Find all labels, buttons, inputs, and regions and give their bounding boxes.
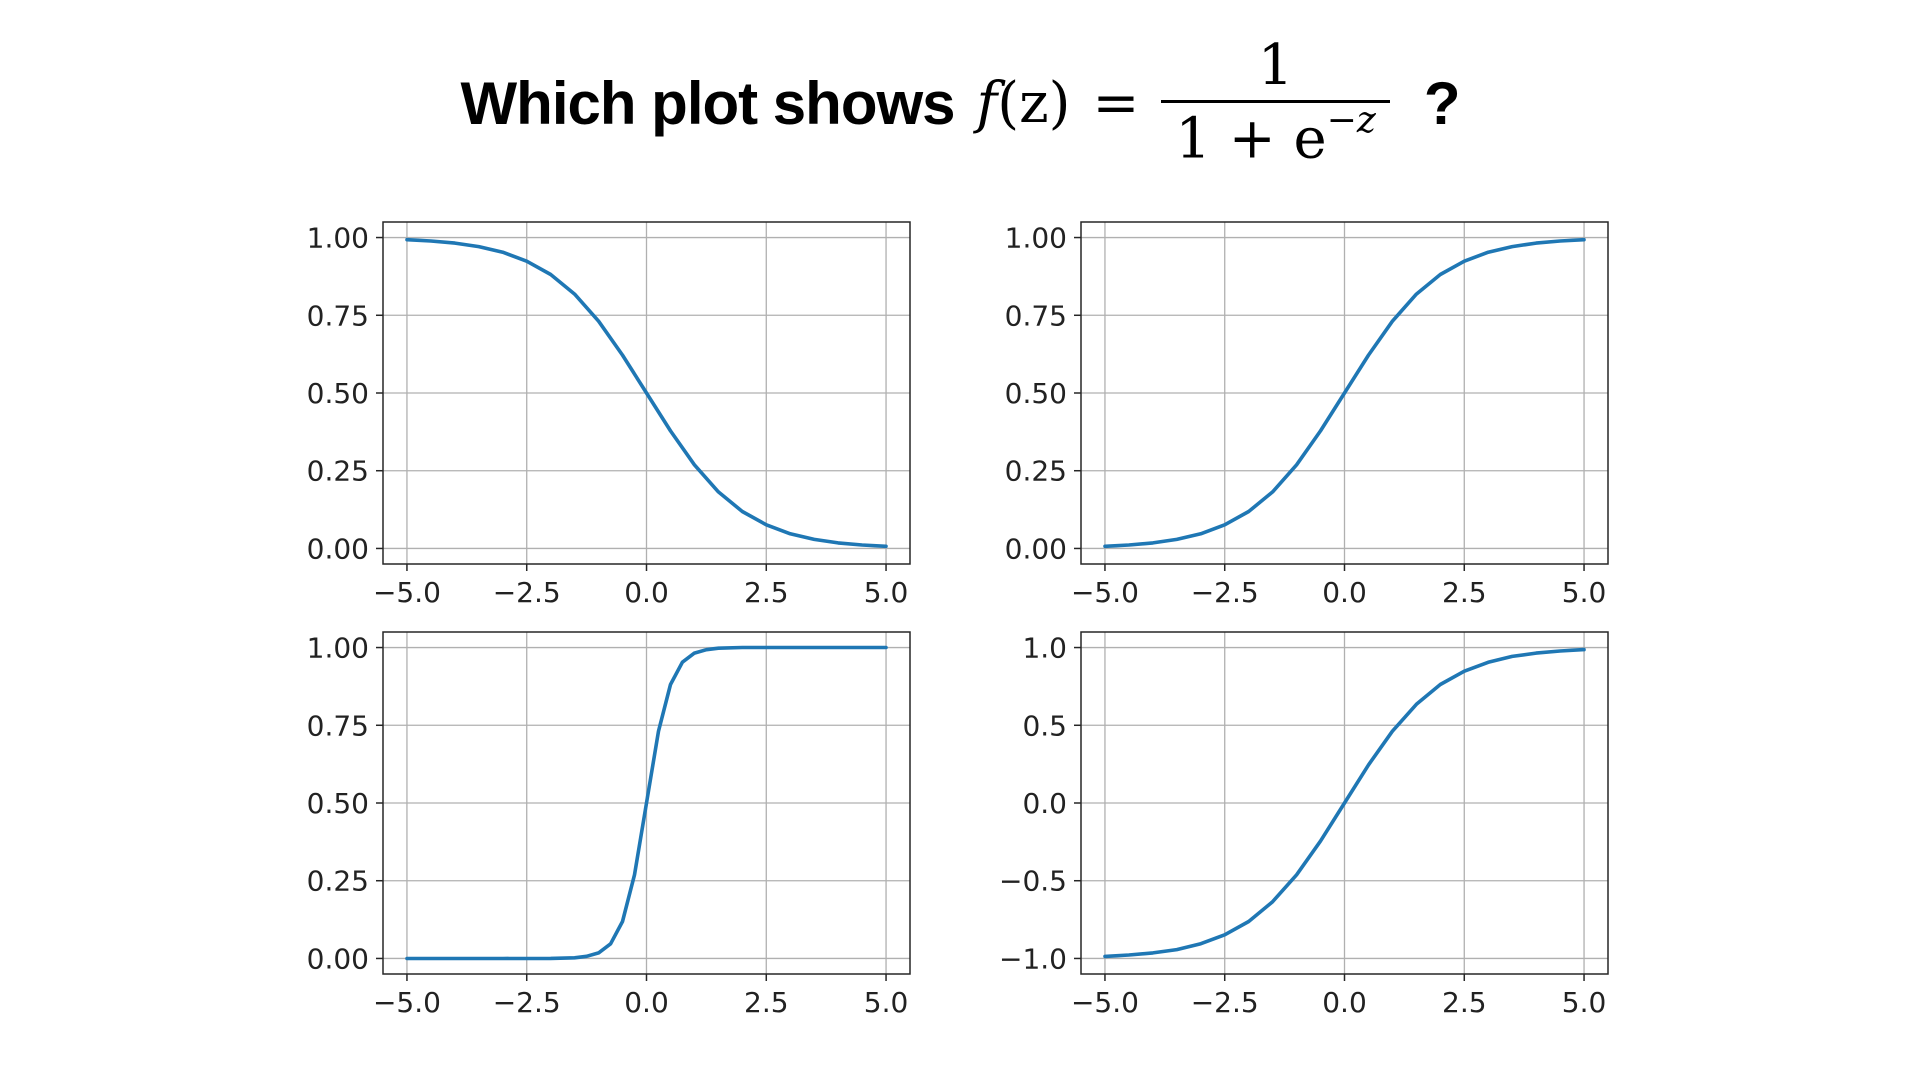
x-tick-label: −5.0 [373, 986, 441, 1019]
x-tick-label: 2.5 [1442, 576, 1487, 609]
x-tick-label: 5.0 [1562, 986, 1607, 1019]
y-tick-label: 0.25 [307, 865, 369, 898]
y-tick-label: 1.00 [1005, 222, 1067, 255]
x-tick-label: 0.0 [1322, 576, 1367, 609]
x-tick-label: −2.5 [1191, 576, 1259, 609]
sigmoid-formula: f (z) = 1 1 + e−z [977, 38, 1390, 168]
y-tick-label: 0.25 [1005, 455, 1067, 488]
formula-f: f [976, 70, 998, 136]
y-tick-label: 0.5 [1022, 709, 1067, 742]
x-tick-label: −5.0 [1071, 576, 1139, 609]
formula-den-exponent: −z [1326, 100, 1376, 142]
y-tick-label: 0.00 [307, 942, 369, 975]
y-tick-label: 0.25 [307, 455, 369, 488]
y-tick-label: 0.00 [307, 532, 369, 565]
formula-den-base: 1 + e [1175, 106, 1327, 172]
series-line [405, 645, 888, 961]
plot-top-left[interactable]: −5.0 −2.5 0.0 2.5 5.0 0.00 0.25 0.50 0.75 1.00 [307, 221, 911, 609]
plot-top-right[interactable]: −5.0 −2.5 0.0 2.5 5.0 0.00 0.25 0.50 0.75 1.00 [1005, 221, 1609, 609]
y-tick-label: 1.0 [1022, 632, 1067, 665]
x-tick-label: 0.0 [624, 986, 669, 1019]
formula-numerator: 1 [1257, 33, 1294, 99]
x-tick-label: −2.5 [493, 986, 561, 1019]
y-tick-label: 0.00 [1005, 532, 1067, 565]
question-title: Which plot shows f (z) = 1 1 + e−z ? [0, 28, 1920, 178]
series-line [1103, 237, 1586, 549]
x-tick-label: −2.5 [1191, 986, 1259, 1019]
y-tick-label: 0.75 [307, 709, 369, 742]
title-prefix: Which plot shows [460, 69, 956, 137]
y-tick-label: 1.00 [307, 632, 369, 665]
formula-fraction: 1 1 + e−z [1161, 33, 1390, 168]
formula-arg: (z) [997, 70, 1071, 136]
plot-bottom-right[interactable]: −5.0 −2.5 0.0 2.5 5.0 −1.0 −0.5 0.0 0.5 1.0 [999, 631, 1609, 1019]
y-tick-label: 1.00 [307, 222, 369, 255]
x-tick-label: 2.5 [1442, 986, 1487, 1019]
y-tick-label: 0.50 [307, 787, 369, 820]
y-tick-label: −1.0 [999, 942, 1067, 975]
formula-denominator: 1 + e−z [1161, 100, 1390, 168]
x-tick-label: 0.0 [624, 576, 669, 609]
x-tick-label: −5.0 [1071, 986, 1139, 1019]
y-tick-label: −0.5 [999, 865, 1067, 898]
x-tick-label: 0.0 [1322, 986, 1367, 1019]
y-tick-label: 0.50 [307, 377, 369, 410]
x-tick-label: −5.0 [373, 576, 441, 609]
y-tick-label: 0.75 [1005, 299, 1067, 332]
y-tick-label: 0.50 [1005, 377, 1067, 410]
x-tick-label: 5.0 [864, 986, 909, 1019]
series-line [1103, 647, 1586, 959]
plot-bottom-left[interactable]: −5.0 −2.5 0.0 2.5 5.0 0.00 0.25 0.50 0.75 1.00 [307, 631, 911, 1019]
x-tick-label: 2.5 [744, 986, 789, 1019]
x-tick-label: 5.0 [864, 576, 909, 609]
x-tick-label: −2.5 [493, 576, 561, 609]
formula-equals: = [1092, 70, 1140, 136]
x-tick-label: 2.5 [744, 576, 789, 609]
x-tick-label: 5.0 [1562, 576, 1607, 609]
y-tick-label: 0.75 [307, 299, 369, 332]
title-suffix: ? [1423, 69, 1461, 137]
series-line [405, 237, 888, 549]
y-tick-label: 0.0 [1022, 787, 1067, 820]
